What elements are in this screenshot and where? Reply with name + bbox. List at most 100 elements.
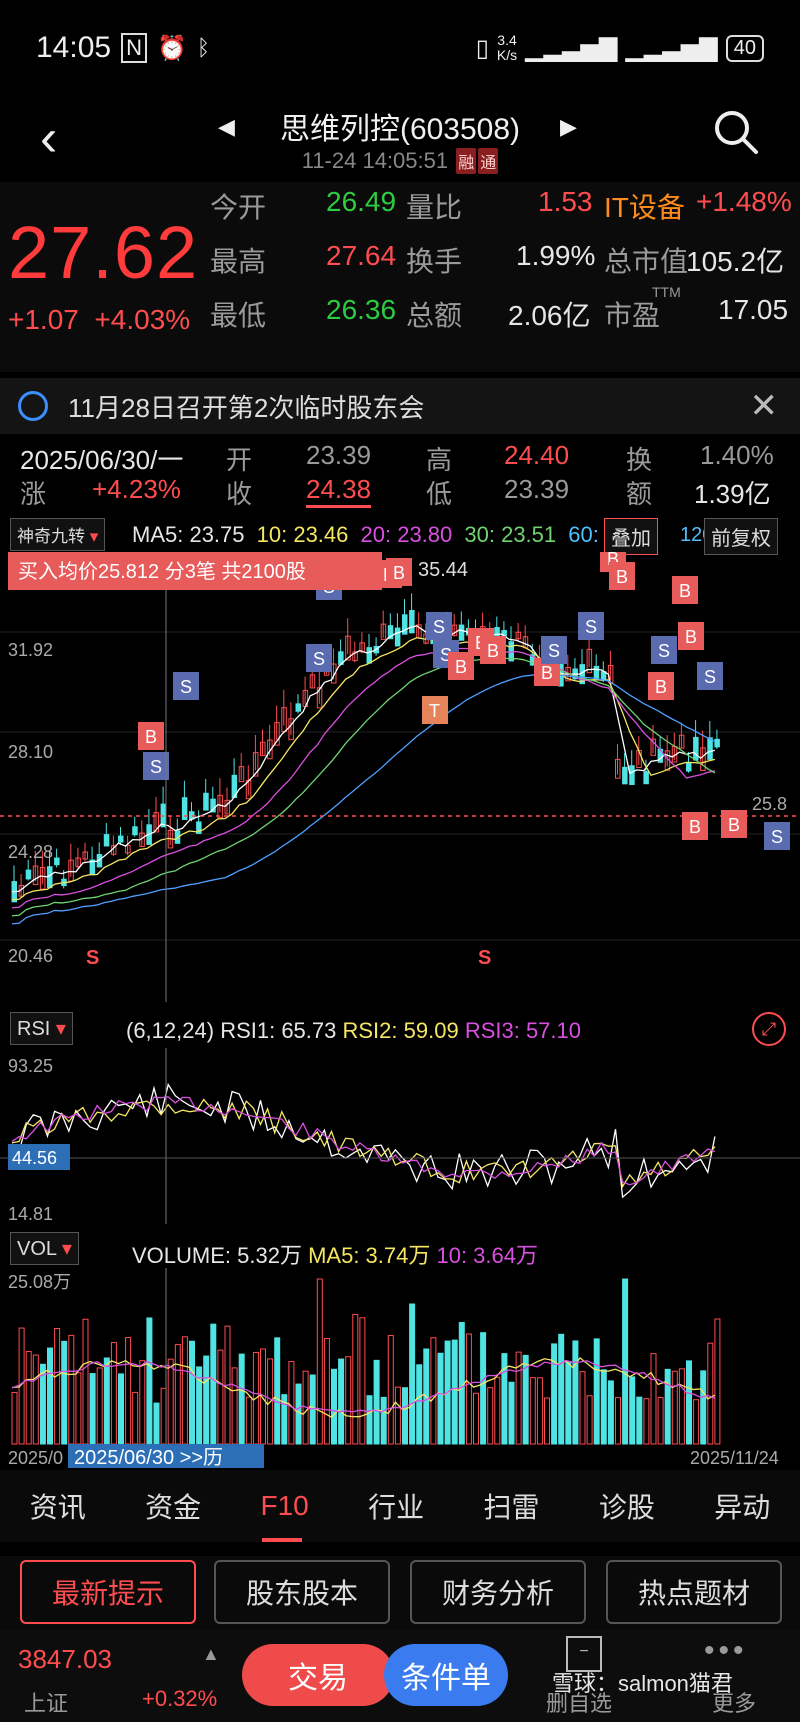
- candle: [210, 798, 216, 813]
- candle: [39, 866, 46, 890]
- tab-diagnosis[interactable]: 诊股: [598, 1492, 655, 1523]
- next-stock-icon[interactable]: ▶: [560, 114, 577, 139]
- quote-panel: 27.62 +1.07 +4.03% 今开 26.49 量比 1.53 IT设备…: [0, 182, 800, 372]
- tab-funds[interactable]: 资金: [145, 1492, 202, 1523]
- index-value[interactable]: 3847.03: [18, 1644, 112, 1674]
- bs-marker-label: B: [689, 817, 701, 837]
- pe-sup: TTM: [652, 284, 681, 300]
- volume-bar: [54, 1328, 61, 1445]
- tab-industry[interactable]: 行业: [368, 1492, 425, 1523]
- tab-news[interactable]: 资讯: [29, 1492, 86, 1523]
- volume-bar: [714, 1318, 721, 1445]
- expand-icon[interactable]: ⤢: [752, 1012, 786, 1046]
- sector-name[interactable]: IT设备: [604, 192, 685, 223]
- candle: [132, 826, 138, 836]
- overlay-button[interactable]: 叠加: [604, 518, 658, 555]
- turnover-label: 换手: [406, 246, 463, 277]
- candle: [54, 857, 60, 866]
- tab-risk-scan[interactable]: 扫雷: [483, 1492, 540, 1523]
- volume-bar: [359, 1317, 366, 1445]
- vol-hover-date[interactable]: 2025/06/30 >>历: [74, 1447, 223, 1468]
- rsi-y-bot: 14.81: [8, 1204, 53, 1224]
- candle: [394, 627, 401, 647]
- stock-title: 思维列控(603508): [279, 113, 521, 146]
- volume-bar: [75, 1372, 82, 1445]
- volume-bar: [316, 1278, 323, 1445]
- bs-marker: [672, 576, 698, 604]
- volume-bar: [39, 1363, 46, 1445]
- trade-button[interactable]: 交易: [242, 1644, 394, 1706]
- index-name: 上证: [24, 1691, 69, 1716]
- candle: [387, 625, 394, 640]
- more-label[interactable]: 更多: [712, 1691, 757, 1716]
- volume-bar: [437, 1352, 444, 1445]
- s-mark-2: S: [478, 947, 491, 969]
- ma-line: [11, 637, 716, 901]
- volume-bar: [586, 1395, 593, 1445]
- condition-order-button[interactable]: 条件单: [384, 1644, 508, 1706]
- prev-stock-icon[interactable]: ◀: [218, 114, 235, 139]
- rsi-dropdown[interactable]: RSI ▾: [10, 1012, 73, 1045]
- candle: [700, 747, 706, 771]
- remove-watch-label[interactable]: 删自选: [546, 1691, 613, 1716]
- volume-bar: [565, 1360, 572, 1445]
- volume-bar: [61, 1340, 68, 1445]
- expand-up-icon[interactable]: ▲: [202, 1644, 220, 1664]
- bs-marker: [422, 696, 448, 724]
- vol-dropdown[interactable]: VOL ▾: [10, 1232, 79, 1265]
- back-icon[interactable]: ‹: [40, 109, 58, 167]
- vibrate-icon: ▯: [475, 34, 489, 62]
- remove-watch-icon[interactable]: −: [566, 1636, 602, 1672]
- price-change: +1.07 +4.03%: [8, 304, 190, 336]
- candlestick-chart[interactable]: BSSSSBBTSSBBBBSSBBBSBBSBBS 31.92 28.10 2…: [0, 552, 800, 1002]
- volume-value: VOLUME: 5.32万: [132, 1243, 302, 1268]
- hover-open-label: 开: [226, 445, 253, 475]
- amount-value: 2.06亿: [508, 300, 591, 331]
- rsi-chart: 93.25 44.56 14.81: [0, 1048, 800, 1224]
- tab-f10[interactable]: F10: [260, 1490, 309, 1521]
- volume-bar: [110, 1342, 117, 1445]
- volume-bar: [501, 1353, 508, 1445]
- candle: [153, 812, 159, 833]
- ma30-value: 30: 23.51: [464, 522, 557, 547]
- volume-bar: [465, 1333, 472, 1445]
- quote-datetime: 11-24 14:05:51 融通: [0, 148, 800, 174]
- close-icon[interactable]: ✕: [749, 387, 779, 425]
- volume-bar: [643, 1398, 650, 1445]
- subtab-finance[interactable]: 财务分析: [410, 1560, 586, 1624]
- subtab-topics[interactable]: 热点题材: [606, 1560, 782, 1624]
- y-label-1: 31.92: [8, 640, 53, 660]
- volume-ma-lines: [11, 1356, 716, 1419]
- candle: [678, 734, 685, 749]
- hover-turn-label: 换: [626, 445, 653, 475]
- more-icon[interactable]: •••: [704, 1634, 748, 1667]
- vol-ratio-value: 1.53: [538, 186, 593, 217]
- connect-tag: 通: [478, 148, 499, 174]
- bs-marker-label: S: [585, 617, 597, 637]
- volume-bar: [600, 1369, 607, 1445]
- volume-bar: [402, 1387, 408, 1445]
- subtab-shareholders[interactable]: 股东股本: [214, 1560, 390, 1624]
- tab-movement[interactable]: 异动: [714, 1492, 771, 1523]
- candle: [295, 703, 301, 712]
- index-pct: +0.32%: [142, 1686, 218, 1711]
- notice-bar[interactable]: 11月28日召开第2次临时股东会 ✕: [0, 378, 800, 434]
- bs-marker-label: B: [487, 641, 499, 661]
- volume-bar: [664, 1368, 671, 1445]
- volume-bar: [636, 1396, 643, 1445]
- volume-bar: [629, 1376, 636, 1445]
- rsi-line: [11, 1098, 716, 1189]
- volume-bar: [11, 1391, 18, 1445]
- candle: [125, 844, 131, 854]
- amount-label: 总额: [406, 300, 463, 331]
- candle: [615, 758, 621, 779]
- candle: [118, 835, 124, 843]
- volume-bar: [274, 1337, 281, 1445]
- ma-values: MA5: 23.75 10: 23.46 20: 23.80 30: 23.51…: [132, 522, 599, 548]
- search-icon[interactable]: [712, 108, 760, 156]
- adjust-button[interactable]: 前复权: [704, 518, 778, 555]
- change-value: +1.07: [8, 304, 79, 335]
- subtab-latest[interactable]: 最新提示: [20, 1560, 196, 1624]
- main-indicator-dropdown[interactable]: 神奇九转 ▾: [10, 518, 106, 551]
- volume-bar: [217, 1349, 224, 1445]
